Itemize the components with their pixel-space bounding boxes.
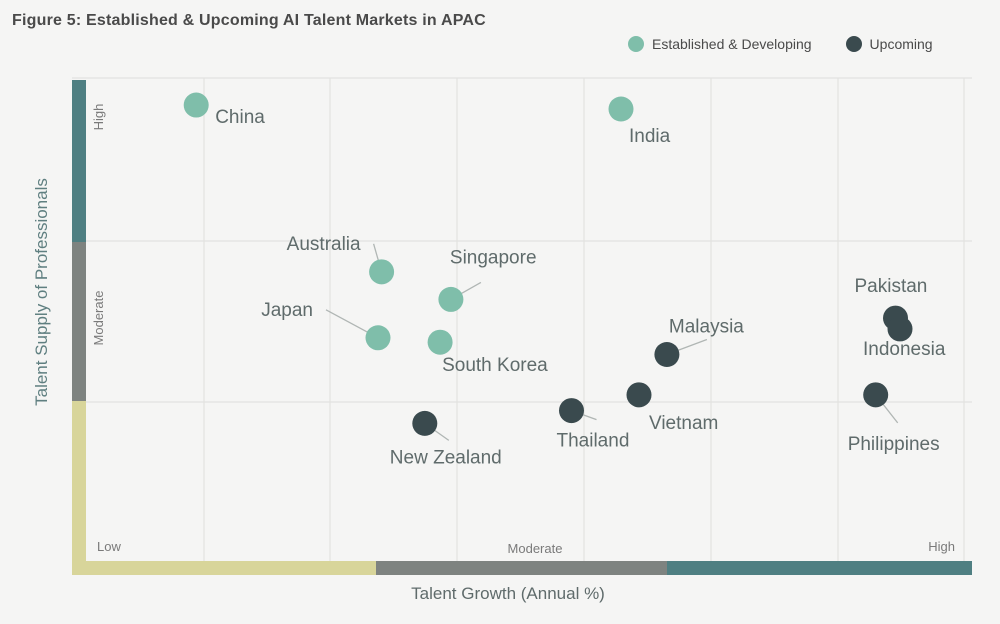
point-label-india: India	[629, 126, 671, 147]
legend-label-upcoming: Upcoming	[869, 36, 933, 52]
chart-legend: Established & Developing Upcoming	[628, 36, 933, 52]
point-label-japan: Japan	[261, 300, 313, 321]
legend-swatch-upcoming	[845, 36, 862, 52]
legend-item-upcoming: Upcoming	[845, 36, 933, 52]
point-south-korea	[427, 329, 453, 355]
point-label-singapore: Singapore	[450, 247, 537, 268]
point-new-zealand	[412, 410, 438, 436]
grid-lines	[72, 77, 972, 570]
y-band-moderate	[72, 242, 86, 401]
y-band-low	[72, 401, 86, 575]
point-india	[608, 96, 634, 122]
y-level-high: High	[91, 104, 106, 131]
point-label-south-korea: South Korea	[442, 355, 548, 376]
legend-swatch-established	[628, 36, 644, 52]
point-labels: China India Australia Singapore Japan South K…	[215, 107, 946, 468]
x-band-low	[72, 561, 376, 575]
legend-label-established: Established & Developing	[652, 36, 812, 52]
point-indonesia	[887, 316, 913, 342]
y-band-high	[72, 80, 86, 242]
x-band-high	[667, 561, 972, 575]
axis-bands	[72, 80, 972, 575]
label-leader-lines	[325, 243, 899, 441]
point-label-china: China	[215, 107, 265, 128]
point-singapore	[438, 286, 464, 312]
axis-text: Talent Growth (Annual %) Talent Supply o…	[32, 104, 955, 603]
x-axis-title: Talent Growth (Annual %)	[411, 584, 605, 603]
point-malaysia	[654, 342, 680, 368]
point-label-malaysia: Malaysia	[669, 317, 744, 338]
point-philippines	[863, 382, 889, 408]
data-points	[183, 92, 913, 436]
point-vietnam	[626, 382, 652, 408]
point-label-pakistan: Pakistan	[855, 276, 928, 297]
chart-title: Figure 5: Established & Upcoming AI Tale…	[12, 12, 486, 29]
point-label-vietnam: Vietnam	[649, 413, 718, 434]
point-label-thailand: Thailand	[557, 431, 630, 452]
y-level-moderate: Moderate	[91, 291, 106, 346]
point-china	[183, 92, 209, 118]
x-band-moderate	[376, 561, 667, 575]
x-level-high: High	[928, 539, 955, 554]
point-label-indonesia: Indonesia	[863, 339, 946, 360]
legend-item-established: Established & Developing	[628, 36, 812, 52]
point-label-australia: Australia	[287, 234, 361, 255]
x-level-low: Low	[97, 539, 121, 554]
point-label-new-zealand: New Zealand	[390, 447, 502, 468]
point-australia	[369, 259, 395, 285]
point-thailand	[559, 398, 584, 424]
x-level-moderate: Moderate	[508, 541, 563, 556]
point-label-philippines: Philippines	[848, 434, 940, 455]
point-japan	[365, 325, 391, 351]
y-axis-title: Talent Supply of Professionals	[32, 178, 51, 406]
